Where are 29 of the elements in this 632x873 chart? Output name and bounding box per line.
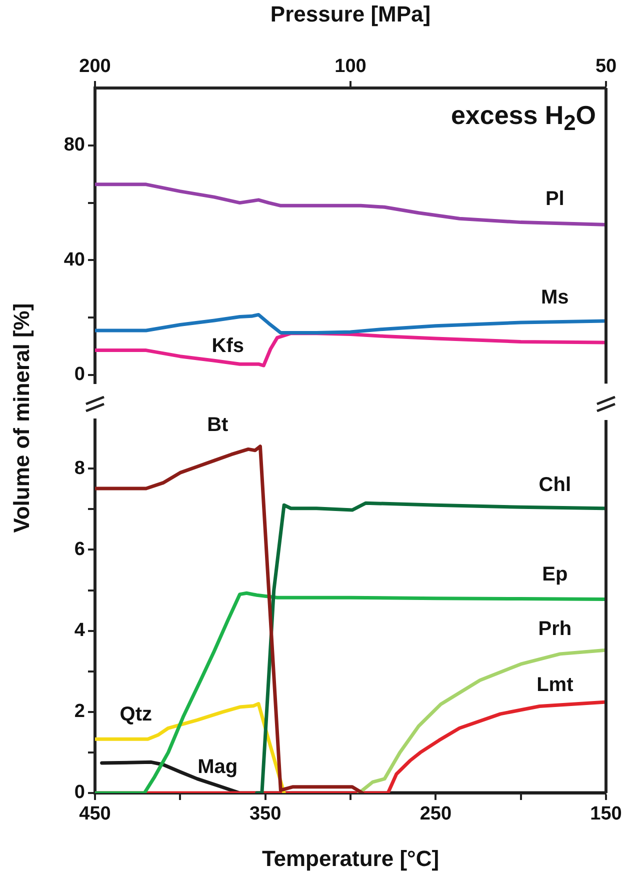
x2-tick-label: 100: [334, 56, 366, 77]
y-tick-label: 40: [64, 249, 85, 270]
y-tick-label: 2: [74, 701, 85, 722]
series-label: Prh: [538, 618, 572, 640]
y-tick-label: 8: [74, 458, 85, 479]
x2-tick-label: 200: [79, 56, 111, 77]
series-label: Qtz: [120, 704, 152, 726]
y-tick-label: 0: [74, 782, 85, 804]
series-label: Bt: [207, 414, 229, 436]
series-label: Chl: [538, 474, 572, 496]
y-tick-label: 6: [74, 538, 85, 560]
series-label: Kfs: [212, 334, 244, 357]
x-tick-label: 350: [249, 804, 282, 825]
x2-axis-title: Pressure [MPa]: [270, 1, 431, 26]
y-tick-label: 4: [74, 620, 86, 642]
y-axis-title: Volume of mineral [%]: [9, 303, 35, 533]
series-label: Ep: [542, 563, 568, 586]
series-label: Mag: [198, 756, 238, 778]
x-tick-label: 250: [420, 804, 452, 825]
annotation: excess H$_{2}$O: [450, 100, 596, 136]
series-label: Pl: [545, 188, 564, 210]
x-tick-label: 150: [590, 804, 622, 825]
series-label: Ms: [541, 286, 569, 308]
x2-tick-label: 50: [595, 56, 617, 77]
series-label: Lmt: [536, 674, 574, 696]
x-axis-title: Temperature [°C]: [262, 846, 440, 871]
y-tick-label: 0: [74, 364, 85, 386]
y-tick-label: 80: [64, 134, 85, 156]
x-tick-label: 450: [79, 804, 111, 825]
